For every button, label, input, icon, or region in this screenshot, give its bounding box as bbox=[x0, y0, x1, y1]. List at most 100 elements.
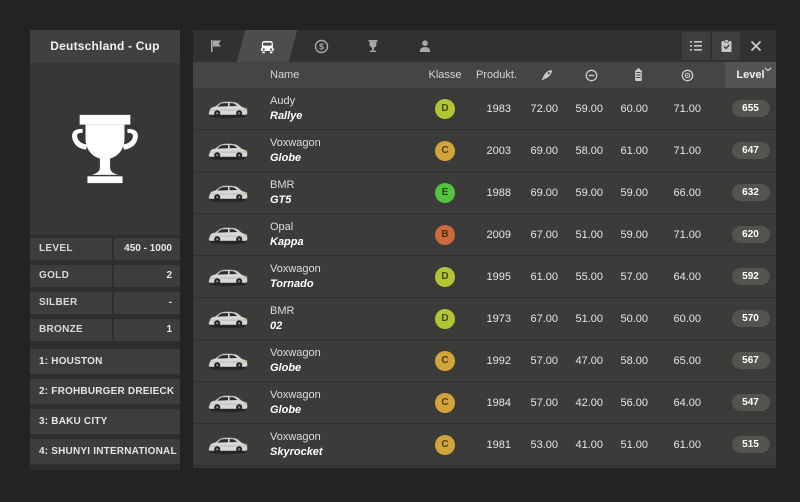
speed-column-header[interactable] bbox=[519, 62, 566, 88]
class-badge: B bbox=[435, 224, 455, 245]
car-photo-icon bbox=[208, 353, 248, 371]
car-image-column-header bbox=[193, 62, 263, 88]
car-stat-fuel: 57.00 bbox=[620, 270, 648, 283]
stat-row: GOLD 2 bbox=[30, 265, 180, 287]
level-column-header[interactable]: Level bbox=[725, 62, 776, 88]
car-stat-speed: 57.00 bbox=[530, 396, 558, 409]
car-model: 02 bbox=[270, 319, 283, 332]
fuel-column-header[interactable] bbox=[611, 62, 656, 88]
name-column-header[interactable]: Name bbox=[270, 69, 300, 81]
track-item[interactable]: 3: BAKU CITY bbox=[30, 409, 180, 434]
car-row[interactable]: BMR 02 D 1973 67.00 51.00 50.00 60.00 57… bbox=[193, 298, 776, 340]
level-badge: 655 bbox=[731, 100, 770, 117]
class-badge: C bbox=[435, 434, 455, 455]
close-button[interactable] bbox=[742, 32, 770, 60]
brake-column-header[interactable] bbox=[566, 62, 611, 88]
stat-label: SILBER bbox=[30, 292, 112, 314]
car-row[interactable]: Voxwagon Skyrocket C 1981 53.00 41.00 51… bbox=[193, 424, 776, 466]
car-year: 2003 bbox=[486, 144, 511, 157]
car-thumbnail bbox=[193, 307, 263, 330]
car-thumbnail bbox=[193, 97, 263, 120]
level-cell: 655 bbox=[725, 100, 776, 117]
car-icon bbox=[260, 40, 274, 53]
car-year: 1981 bbox=[486, 438, 511, 451]
stat-value: - bbox=[113, 292, 180, 314]
level-cell: 567 bbox=[725, 352, 776, 369]
car-year: 1973 bbox=[486, 312, 511, 325]
car-stat-brake: 47.00 bbox=[575, 354, 603, 367]
year-column-header[interactable]: Produkt. bbox=[476, 69, 517, 81]
clipboard-check-icon bbox=[721, 39, 731, 52]
car-row[interactable]: Voxwagon Globe C 1984 57.00 42.00 56.00 … bbox=[193, 382, 776, 424]
car-model: Kappa bbox=[270, 235, 304, 248]
class-column-header[interactable]: Klasse bbox=[428, 69, 462, 81]
car-row[interactable]: Voxwagon Globe C 2003 69.00 58.00 61.00 … bbox=[193, 130, 776, 172]
car-make: Voxwagon bbox=[270, 431, 321, 444]
level-badge: 567 bbox=[731, 352, 770, 369]
car-model: Skyrocket bbox=[270, 445, 323, 458]
car-year: 1984 bbox=[486, 396, 511, 409]
class-cell: B bbox=[425, 224, 465, 245]
track-item[interactable]: 1: HOUSTON bbox=[30, 349, 180, 374]
car-row[interactable]: Audy Rallye D 1983 72.00 59.00 60.00 71.… bbox=[193, 88, 776, 130]
car-stat-fuel: 51.00 bbox=[620, 438, 648, 451]
car-row[interactable]: BMR GT5 E 1988 69.00 59.00 59.00 66.00 6… bbox=[193, 172, 776, 214]
class-badge: C bbox=[435, 350, 455, 371]
class-badge: D bbox=[435, 98, 455, 119]
close-icon bbox=[750, 40, 762, 52]
level-column-label: Level bbox=[736, 69, 765, 81]
tab-flag[interactable] bbox=[193, 30, 239, 62]
wheel-icon bbox=[681, 69, 694, 81]
car-stat-brake: 51.00 bbox=[575, 228, 603, 241]
class-badge: D bbox=[435, 308, 455, 329]
car-stat-fuel: 59.00 bbox=[620, 228, 648, 241]
tabs: $ bbox=[193, 30, 776, 62]
car-name: Voxwagon Tornado bbox=[263, 262, 425, 291]
car-stat-fuel: 58.00 bbox=[620, 354, 648, 367]
car-photo-icon bbox=[208, 185, 248, 203]
level-badge: 515 bbox=[731, 436, 770, 453]
chevron-down-icon bbox=[764, 63, 772, 75]
car-stat-handling: 71.00 bbox=[673, 102, 701, 115]
car-row[interactable]: Opal Kappa B 2009 67.00 51.00 59.00 71.0… bbox=[193, 214, 776, 256]
level-cell: 647 bbox=[725, 142, 776, 159]
car-stat-brake: 42.00 bbox=[575, 396, 603, 409]
car-thumbnail bbox=[193, 265, 263, 288]
tasks-button[interactable] bbox=[712, 32, 740, 60]
list-icon bbox=[690, 41, 702, 51]
car-make: Voxwagon bbox=[270, 389, 321, 402]
car-stat-handling: 64.00 bbox=[673, 396, 701, 409]
class-badge: E bbox=[435, 182, 455, 203]
track-item[interactable]: 2: FROHBURGER DREIECK bbox=[30, 379, 180, 404]
car-stat-speed: 61.00 bbox=[530, 270, 558, 283]
battery-icon bbox=[635, 68, 642, 81]
tab-trophy[interactable] bbox=[347, 30, 399, 62]
stat-label: LEVEL bbox=[30, 238, 112, 260]
car-stat-brake: 59.00 bbox=[575, 102, 603, 115]
car-name: Voxwagon Skyrocket bbox=[263, 430, 425, 459]
car-stat-handling: 66.00 bbox=[673, 186, 701, 199]
stat-row: LEVEL 450 - 1000 bbox=[30, 238, 180, 260]
class-badge: C bbox=[435, 392, 455, 413]
tab-driver[interactable] bbox=[399, 30, 451, 62]
tab-car[interactable] bbox=[236, 30, 298, 62]
class-cell: C bbox=[425, 140, 465, 161]
car-stat-brake: 55.00 bbox=[575, 270, 603, 283]
level-badge: 632 bbox=[731, 184, 770, 201]
car-stat-speed: 69.00 bbox=[530, 144, 558, 157]
list-view-button[interactable] bbox=[682, 32, 710, 60]
trophy-small-icon bbox=[368, 40, 378, 52]
car-row[interactable]: Voxwagon Globe C 1992 57.00 47.00 58.00 … bbox=[193, 340, 776, 382]
car-row[interactable]: Voxwagon Tornado D 1995 61.00 55.00 57.0… bbox=[193, 256, 776, 298]
tab-money[interactable]: $ bbox=[295, 30, 347, 62]
handling-column-header[interactable] bbox=[656, 62, 725, 88]
car-thumbnail bbox=[193, 433, 263, 456]
track-item[interactable]: 4: SHUNYI INTERNATIONAL bbox=[30, 439, 180, 464]
stat-value: 450 - 1000 bbox=[113, 238, 180, 260]
trophy-icon bbox=[72, 114, 138, 184]
class-cell: C bbox=[425, 392, 465, 413]
car-photo-icon bbox=[208, 437, 248, 455]
car-stat-fuel: 61.00 bbox=[620, 144, 648, 157]
car-year: 1995 bbox=[486, 270, 511, 283]
